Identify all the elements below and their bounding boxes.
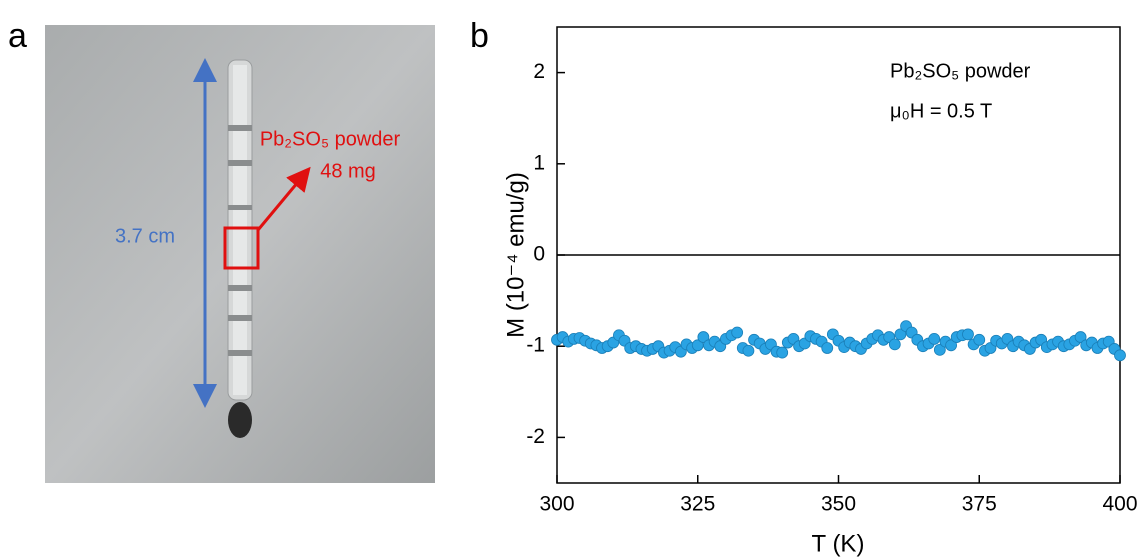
data-point xyxy=(1074,331,1087,343)
sample-box xyxy=(223,226,260,270)
y-tick-label: -2 xyxy=(526,425,545,448)
data-point xyxy=(928,333,941,345)
sample-arrow xyxy=(256,166,311,231)
data-point xyxy=(962,328,974,341)
scale-label: 3.7 cm xyxy=(115,225,175,247)
x-tick-label: 300 xyxy=(539,493,574,516)
panel-label: b xyxy=(470,17,489,55)
panel-label: a xyxy=(8,17,27,55)
data-point xyxy=(1114,349,1126,362)
data-point xyxy=(776,346,789,359)
x-tick-label: 400 xyxy=(1102,493,1137,516)
data-point xyxy=(945,339,957,352)
y-tick-label: 2 xyxy=(533,60,545,83)
tube xyxy=(227,59,253,438)
data-point xyxy=(821,342,834,354)
y-tick-label: 1 xyxy=(533,151,545,174)
x-tick-label: 350 xyxy=(821,493,856,516)
data-point xyxy=(894,328,907,341)
x-tick-label: 375 xyxy=(962,493,997,516)
annotation: Pb₂SO₅ powder xyxy=(890,60,1031,82)
x-axis-label: T (K) xyxy=(812,530,865,557)
x-tick-label: 325 xyxy=(680,493,715,516)
data-point xyxy=(731,326,744,339)
y-axis-label: M (10⁻⁴ emu/g) xyxy=(502,172,529,338)
data-point xyxy=(973,333,986,346)
sample-mass: 48 mg xyxy=(320,160,376,182)
y-tick-label: -1 xyxy=(526,334,545,357)
data-point xyxy=(933,343,946,356)
sample-label: Pb₂SO₅ powder xyxy=(260,128,401,150)
data-point xyxy=(742,344,755,357)
data-point xyxy=(888,338,901,351)
data-point xyxy=(697,331,710,343)
y-tick-label: 0 xyxy=(533,243,545,266)
annotation: μ₀H = 0.5 T xyxy=(890,100,992,122)
